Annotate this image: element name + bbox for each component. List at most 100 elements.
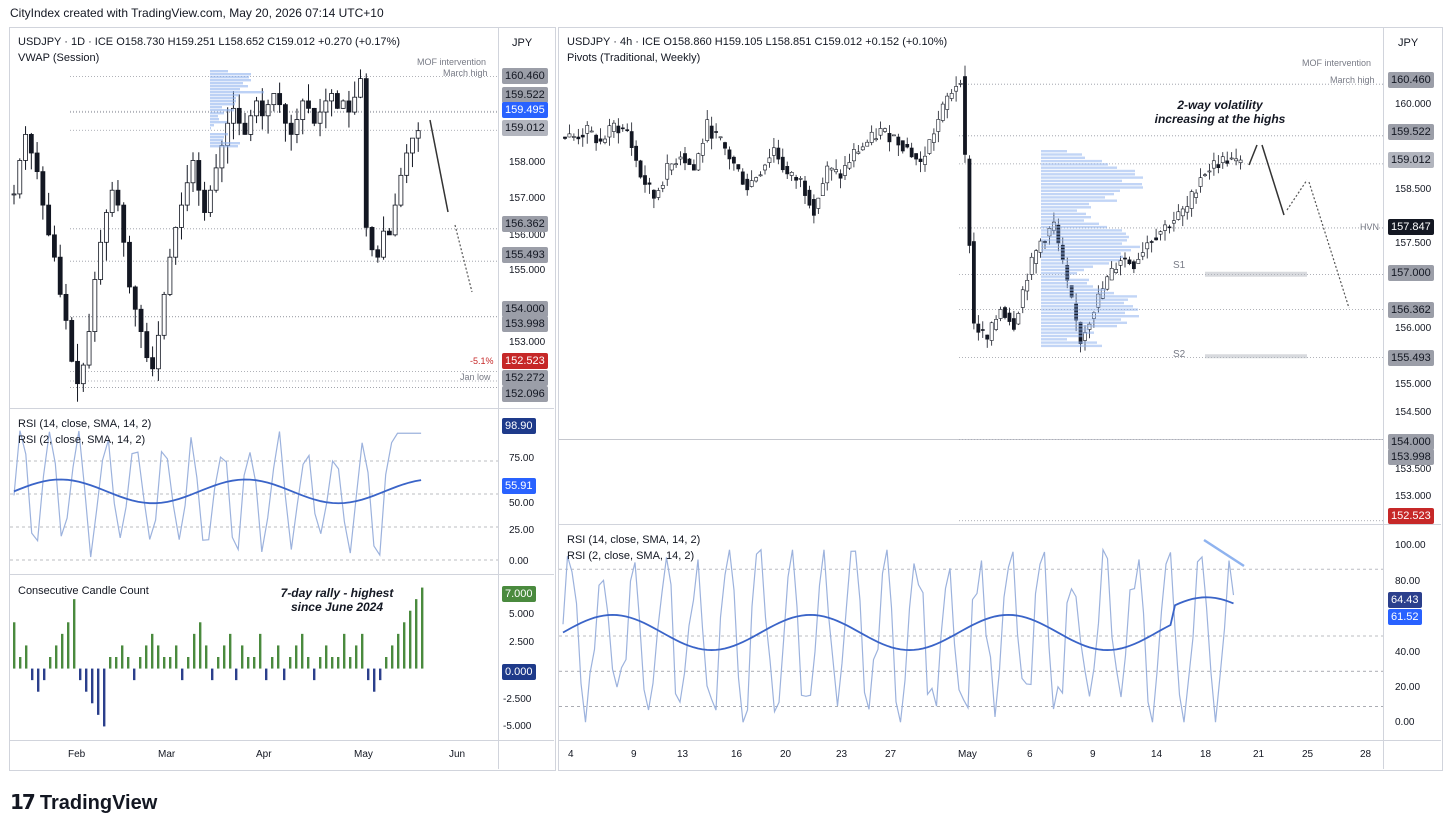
left-note-mof: MOF intervention [417,57,487,67]
candle-body [358,78,363,98]
ccc-bar [385,657,388,669]
candle-body [838,173,843,179]
candle-body [896,136,901,146]
candle-body [1025,279,1030,292]
candle-body [1158,231,1163,235]
candle-body [638,160,643,178]
candle-body [1127,259,1132,265]
ccc-bar [415,599,418,669]
left-ccc-value-0: 0.000 [502,664,536,680]
right-note-s2: S2 [1173,349,1186,360]
volume-profile-bar [210,73,251,76]
candle-body [714,131,719,133]
ccc-bar [235,668,238,681]
candle-body [381,230,386,258]
right-yt-158.5: 158.500 [1395,184,1432,195]
candle-body [998,309,1003,319]
volume-profile-bar [210,76,249,79]
candle-body [807,189,812,206]
candle-body [103,212,109,243]
left-tag-159495: 159.495 [502,102,548,118]
left-ccc-annotation: 7-day rally - highest since June 2024 [262,586,412,614]
volume-profile-bar [1041,315,1139,318]
left-rsi2-value: 98.90 [502,418,536,434]
candle-body [1118,260,1123,266]
volume-profile-bar [210,79,251,82]
left-tag-156362: 156.362 [502,216,548,232]
candle-body [634,145,639,161]
volume-profile-bar [1041,324,1117,328]
right-rsi-value-61: 61.52 [1388,609,1422,625]
left-rsi14-legend: RSI (14, close, SMA, 14, 2) [18,418,152,430]
candle-body [346,100,352,113]
volume-profile-bar [1041,338,1067,341]
candle-body [63,293,69,321]
left-tag-154000: 154.000 [502,301,548,317]
volume-profile-bar [1041,282,1087,285]
volume-profile-bar [1041,199,1117,202]
left-xt-may: May [354,749,373,760]
left-tag-159012: 159.012 [502,120,548,136]
volume-profile-bar [1041,239,1127,242]
candle-body [798,178,803,180]
ccc-bar [199,622,202,669]
right-unit-button[interactable]: JPY [1398,37,1419,49]
candle-body [691,164,696,171]
ccc-annotation-line-1: 7-day rally - highest [280,586,394,600]
tradingview-logo[interactable]: 17 TradingView [10,790,157,815]
ccc-bar [397,633,400,669]
ccc-bar [319,657,322,669]
left-yt-157: 157.000 [509,193,546,204]
candle-body [1034,250,1039,264]
candle-body [567,133,572,138]
candle-body [248,115,254,135]
ccc-bar [277,645,280,669]
ccc-bar [307,657,310,669]
left-chart[interactable] [9,27,556,771]
candle-body [121,204,127,243]
candle-body [317,111,323,124]
left-note-jan-low: Jan low [460,372,491,382]
ccc-bar [175,645,178,669]
ccc-bar [361,633,364,669]
candle-body [994,319,999,330]
ccc-bar [337,657,340,669]
candle-body [674,163,679,166]
right-tag-152523: 152.523 [1388,508,1434,524]
volume-profile-bar [1041,202,1089,206]
candle-body [398,174,404,206]
left-ccc-legend: Consecutive Candle Count [18,585,149,597]
candle-body [259,100,265,117]
ccc-bar [31,668,34,681]
ccc-bar [187,657,190,669]
candle-body [369,227,375,251]
s1-zone [1205,271,1307,277]
left-tag-160460: 160.460 [502,68,548,84]
candle-body [288,122,294,135]
candle-body [1216,164,1221,169]
candle-body [563,136,567,139]
right-tag-156362: 156.362 [1388,302,1434,318]
right-rsi-tick-100: 100.00 [1395,540,1426,551]
right-sep-2 [559,740,1441,741]
candle-body [878,128,883,136]
left-unit-button[interactable]: JPY [512,37,533,49]
candle-body [620,127,625,130]
projection-arrow-solid [429,119,449,213]
candle-body [75,360,80,385]
ccc-bar [283,668,286,681]
volume-profile-bar [1041,176,1143,179]
ccc-bar [73,599,76,669]
right-tag-155493: 155.493 [1388,350,1434,366]
candle-body [851,149,856,162]
candle-body [57,256,63,295]
candle-body [985,334,990,340]
right-rsi-pane [559,538,1383,723]
candle-body [98,241,104,280]
candle-body [718,136,723,139]
candle-body [1167,226,1172,229]
volume-profile-bar [1041,265,1093,268]
candle-body [683,153,687,164]
left-tag-152272: 152.272 [502,370,548,386]
volume-profile-bar [1041,173,1135,176]
